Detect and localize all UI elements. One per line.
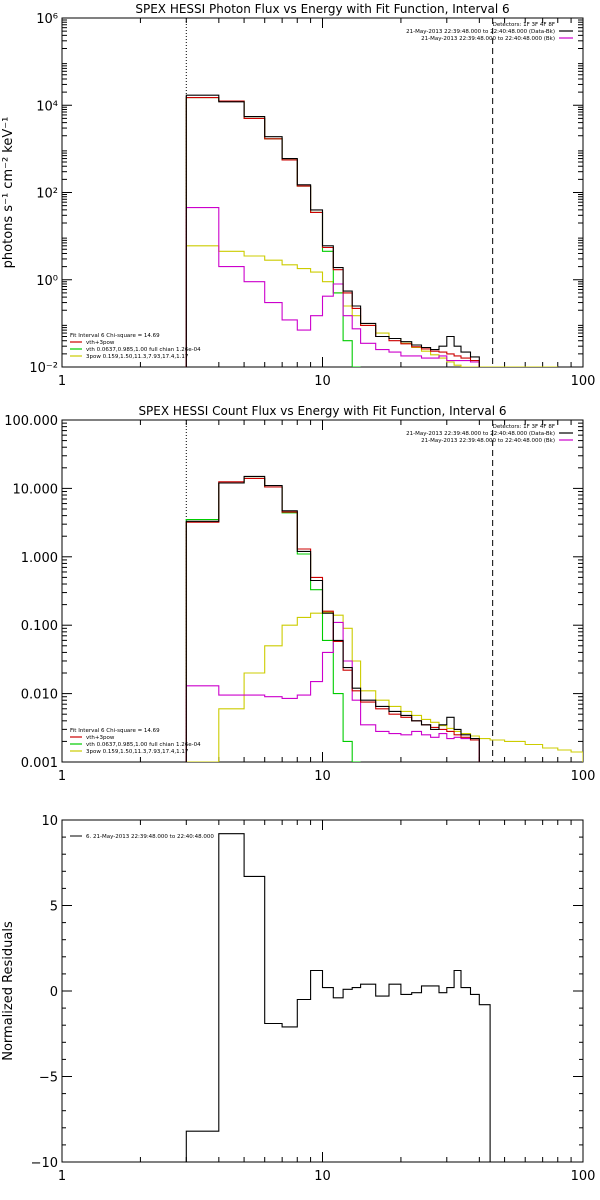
- panel-3: 1 10 100 −10 −5 0 5 10 Normalized Residuals 6. 21…: [1, 814, 595, 1184]
- legend-entry-label: vth 0.0637,0.985,1.00 full chian 1.26e-0…: [86, 742, 201, 748]
- series-group: [185, 475, 583, 762]
- y-tick-label: 10⁶: [36, 12, 58, 27]
- legend-detectors: Detectors: 1F 3F 4F 8F: [493, 22, 555, 28]
- y-tick-label: −10: [31, 1156, 58, 1171]
- x-tick-label: 10: [314, 374, 331, 389]
- legend-fit-header: Fit Interval 6 Chi-square = 14.69: [70, 728, 160, 734]
- chart-title: SPEX HESSI Count Flux vs Energy with Fit…: [138, 404, 506, 418]
- series-vth: [185, 97, 361, 367]
- y-axis-label: photons s⁻¹ cm⁻² keV⁻¹: [1, 117, 16, 269]
- y-tick-label: 10⁻²: [29, 361, 58, 376]
- y-tick-label: 10⁴: [36, 99, 58, 114]
- y-tick-label: 0.010: [21, 688, 58, 703]
- legend-entry-label: 21-May-2013 22:39:48.000 to 22:40:48.000…: [421, 438, 555, 444]
- legend-entry-label: 6. 21-May-2013 22:39:48.000 to 22:40:48.…: [86, 834, 214, 840]
- series-3pow: [186, 611, 583, 762]
- x-tick-label: 10: [314, 1169, 331, 1184]
- panel-2: SPEX HESSI Count Flux vs Energy with Fit…: [4, 404, 595, 784]
- series-vth-3pow: [185, 477, 480, 762]
- legend-detectors: Detectors: 1F 3F 4F 8F: [493, 424, 555, 430]
- y-axis-label: Normalized Residuals: [1, 921, 16, 1061]
- legend-entry-label: 3pow 0.159,1.50,11.3,7.93,17.4,1.17: [86, 749, 189, 755]
- series-vth-3pow: [185, 97, 480, 367]
- x-tick-label: 10: [314, 769, 331, 784]
- legend-entry-label: 21-May-2013 22:39:48.000 to 22:40:48.000…: [406, 431, 555, 437]
- y-tick-label: 10: [41, 814, 58, 829]
- legend-entry-label: vth+3pow: [86, 735, 115, 741]
- legend-entry-label: 21-May-2013 22:39:48.000 to 22:40:48.000…: [421, 36, 555, 42]
- y-tick-label: 10²: [36, 187, 58, 202]
- x-tick-label: 100: [571, 374, 596, 389]
- plot-frame: [61, 819, 584, 1163]
- series-residuals: [185, 833, 491, 1162]
- x-tick-label: 1: [58, 374, 66, 389]
- x-tick-label: 100: [571, 769, 596, 784]
- y-tick-label: −5: [39, 1071, 58, 1086]
- legend-entry-label: 21-May-2013 22:39:48.000 to 22:40:48.000…: [406, 29, 555, 35]
- panel-1: SPEX HESSI Photon Flux vs Energy with Fi…: [1, 2, 595, 389]
- y-tick-label: 0.001: [21, 756, 58, 771]
- y-tick-label: 1.000: [21, 551, 58, 566]
- legend-entry-label: vth 0.0637,0.985,1.00 full chian 1.26e-0…: [86, 347, 201, 353]
- series-group: [185, 94, 558, 367]
- legend-fit-header: Fit Interval 6 Chi-square = 14.69: [70, 333, 160, 339]
- series-3pow: [185, 245, 558, 367]
- x-tick-label: 1: [58, 1169, 66, 1184]
- legend-entry-label: 3pow 0.159,1.50,11.3,7.93,17.4,1.17: [86, 354, 189, 360]
- series-bk: [185, 207, 480, 367]
- y-tick-label: 100.000: [4, 414, 58, 429]
- series-bk: [185, 621, 480, 762]
- series-data-bk: [185, 475, 480, 762]
- y-tick-label: 0: [50, 985, 58, 1000]
- y-tick-label: 10⁰: [36, 274, 58, 289]
- y-tick-label: 0.100: [21, 619, 58, 634]
- chart-title: SPEX HESSI Photon Flux vs Energy with Fi…: [135, 2, 509, 16]
- y-tick-label: 5: [50, 900, 58, 915]
- series-group: [185, 833, 491, 1162]
- legend-entry-label: vth+3pow: [86, 340, 115, 346]
- x-tick-label: 1: [58, 769, 66, 784]
- x-tick-label: 100: [571, 1169, 596, 1184]
- y-tick-label: 10.000: [13, 482, 59, 497]
- series-data-bk: [185, 94, 480, 367]
